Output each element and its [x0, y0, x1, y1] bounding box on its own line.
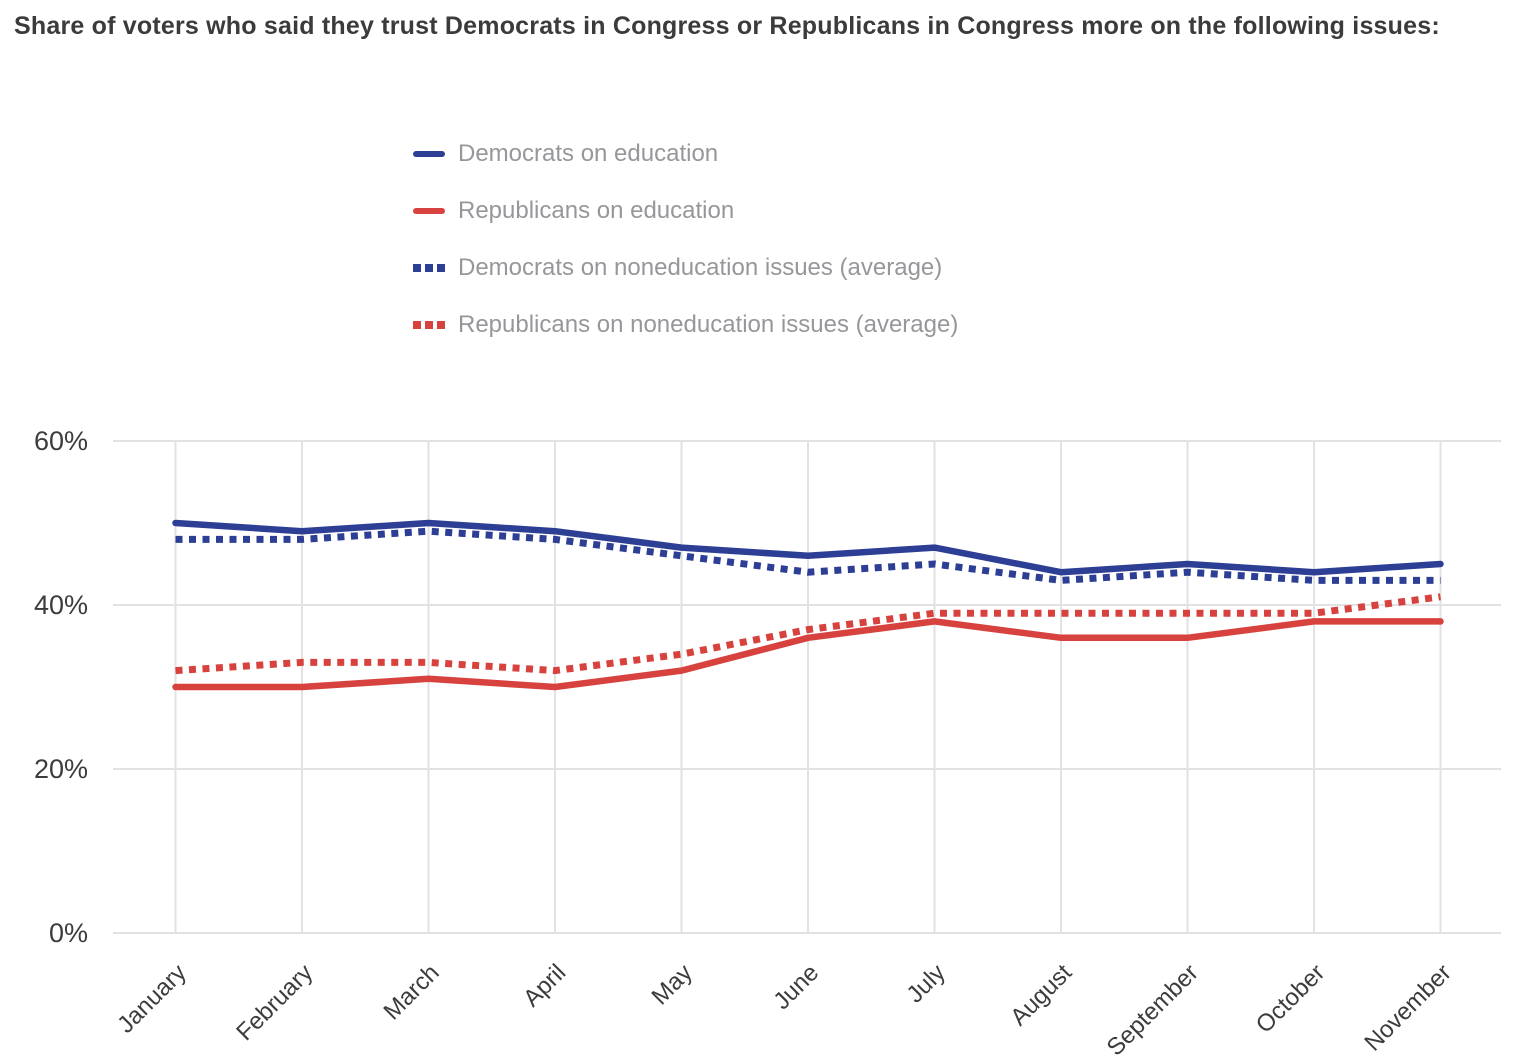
legend-label-democrats-education: Democrats on education [458, 140, 719, 167]
legend-label-republicans-noneducation: Republicans on noneducation issues (aver… [458, 311, 959, 338]
y-axis-tick-label: 0% [49, 918, 88, 948]
x-axis-tick-label-april: April [518, 959, 571, 1012]
republicans-education-line-swatch-icon [413, 208, 445, 214]
x-axis-tick-label-january: January [112, 959, 191, 1038]
legend-item-democrats-noneducation: Democrats on noneducation issues (averag… [413, 254, 958, 282]
legend-label-republicans-education: Republicans on education [458, 197, 735, 224]
x-axis-tick-label-february: February [231, 959, 318, 1046]
x-axis-tick-label-may: May [647, 959, 698, 1010]
series-line-republicans-on-noneducation-issues-average [175, 593, 1441, 675]
y-axis-tick-label: 20% [34, 754, 88, 784]
series-line-democrats-on-education [172, 519, 1444, 576]
chart-title: Share of voters who said they trust Demo… [14, 12, 1440, 40]
x-axis-tick-label-july: July [901, 959, 950, 1008]
legend-item-democrats-education: Democrats on education [413, 140, 958, 168]
x-axis-tick-label-march: March [378, 959, 444, 1025]
y-axis-tick-label: 60% [34, 426, 88, 456]
x-axis-tick-label-september: September [1102, 959, 1204, 1060]
legend-item-republicans-education: Republicans on education [413, 197, 958, 225]
series-line-republicans-on-education [172, 618, 1444, 691]
legend: Democrats on education Republicans on ed… [413, 140, 958, 339]
x-axis-tick-label-october: October [1251, 959, 1330, 1038]
democrats-noneducation-line-swatch-icon [413, 264, 445, 272]
x-axis-tick-label-june: June [768, 959, 824, 1015]
republicans-noneducation-line-swatch-icon [413, 321, 445, 329]
x-axis-tick-label-august: August [1005, 959, 1077, 1031]
legend-item-republicans-noneducation: Republicans on noneducation issues (aver… [413, 311, 958, 339]
legend-label-democrats-noneducation: Democrats on noneducation issues (averag… [458, 254, 943, 281]
x-axis-tick-label-november: November [1359, 959, 1456, 1056]
democrats-education-line-swatch-icon [413, 151, 445, 157]
y-axis-tick-label: 40% [34, 590, 88, 620]
series-line-democrats-on-noneducation-issues-average [175, 527, 1441, 584]
